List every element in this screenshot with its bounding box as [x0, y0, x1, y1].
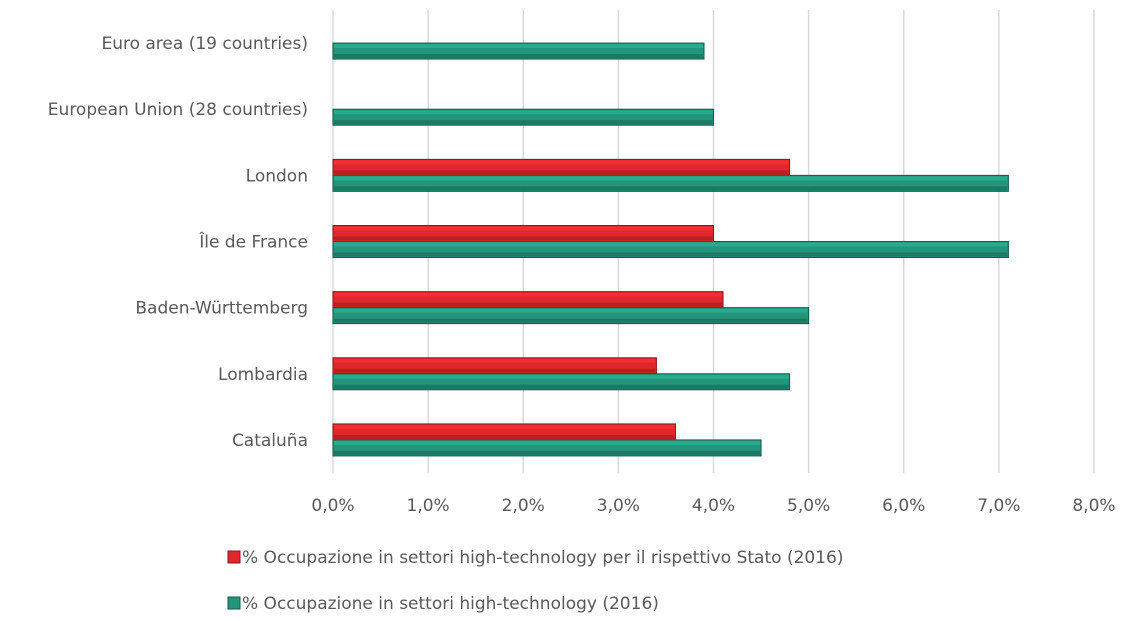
bar [332, 158, 791, 176]
y-tick-label: London [246, 166, 308, 186]
x-tick-label: 8,0% [1072, 496, 1115, 516]
y-tick-label: Île de France [198, 231, 308, 253]
bar [332, 241, 1009, 258]
bar [332, 307, 810, 325]
y-tick-label: European Union (28 countries) [48, 100, 308, 120]
x-tick-label: 0,0% [311, 496, 354, 516]
x-tick-label: 4,0% [692, 496, 735, 516]
legend-label: % Occupazione in settori high-technology… [242, 594, 659, 614]
y-tick-label: Euro area (19 countries) [101, 34, 308, 54]
x-tick-label: 5,0% [787, 496, 830, 516]
legend-swatch [227, 550, 241, 564]
x-tick-label: 6,0% [882, 496, 925, 516]
y-tick-label: Baden-Württemberg [135, 299, 308, 319]
bar [332, 291, 724, 309]
x-tick-label: 3,0% [597, 496, 640, 516]
y-tick-label: Lombardia [218, 365, 308, 385]
legend-label: % Occupazione in settori high-technology… [242, 548, 843, 568]
bar [332, 174, 1009, 192]
x-tick-label: 1,0% [407, 496, 450, 516]
bar [332, 42, 705, 60]
x-tick-label: 7,0% [977, 496, 1020, 516]
x-tick-label: 2,0% [502, 496, 545, 516]
legend-swatch [227, 596, 241, 610]
y-tick-label: Cataluña [232, 431, 308, 451]
bar [332, 373, 791, 391]
bar [332, 225, 714, 242]
bar [332, 423, 676, 441]
bar [332, 357, 657, 375]
bar [332, 439, 762, 457]
bar [332, 108, 714, 126]
